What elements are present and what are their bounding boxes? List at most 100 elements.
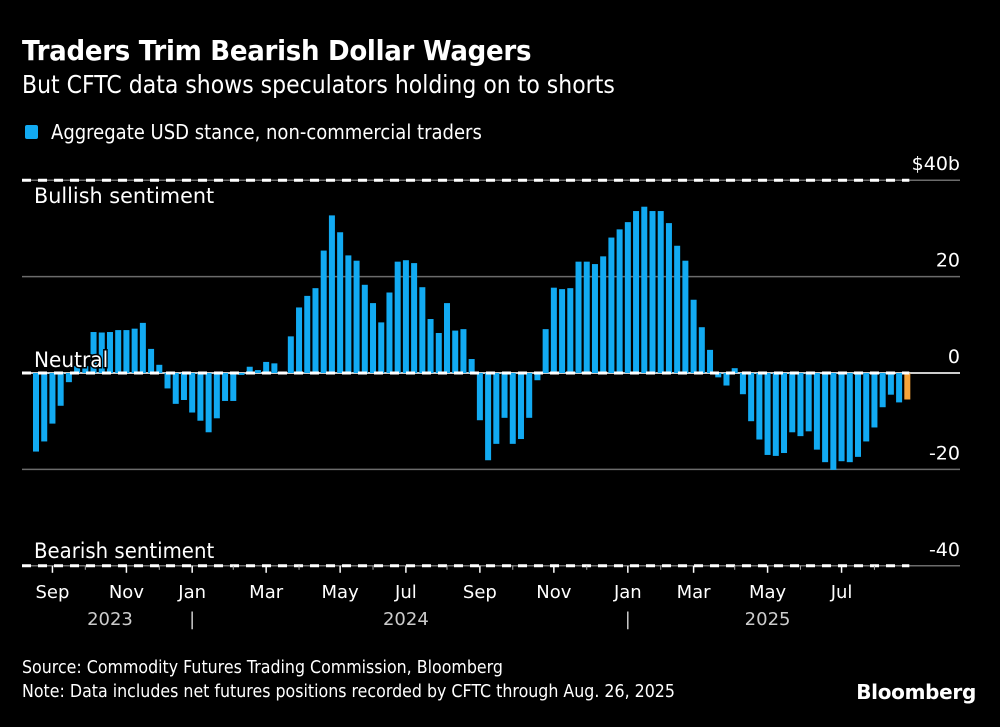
- bar: [41, 373, 48, 442]
- bar: [715, 373, 722, 378]
- bar: [213, 373, 220, 419]
- bar: [98, 332, 105, 373]
- bar: [57, 373, 64, 406]
- bar: [263, 361, 270, 373]
- bar: [863, 373, 870, 442]
- bar: [312, 288, 319, 373]
- year-label: 2024: [383, 609, 429, 630]
- bar: [106, 332, 113, 373]
- y-tick-label: 0: [948, 346, 960, 368]
- bar: [139, 322, 146, 373]
- bar: [641, 206, 648, 373]
- year-separator: |: [189, 609, 195, 630]
- bar: [501, 373, 508, 418]
- bar: [452, 330, 459, 373]
- bar: [460, 329, 467, 373]
- x-tick-label: Jul: [830, 582, 853, 603]
- x-tick-label: Jan: [177, 582, 206, 603]
- bar: [164, 373, 171, 389]
- bar: [90, 332, 97, 373]
- bar: [591, 264, 598, 373]
- bar: [33, 373, 39, 452]
- bar: [781, 373, 788, 454]
- bar: [197, 373, 204, 421]
- bar: [378, 322, 385, 373]
- bar: [838, 373, 845, 462]
- bar: [476, 373, 483, 421]
- bar-chart: Bullish sentiment Neutral Bearish sentimen…: [22, 153, 960, 630]
- x-tick-label: Mar: [677, 582, 712, 603]
- bar: [550, 287, 557, 373]
- bar: [682, 260, 689, 373]
- x-tick-label: Nov: [536, 582, 571, 603]
- bar: [435, 332, 442, 373]
- bar: [304, 295, 311, 373]
- bar: [485, 373, 492, 461]
- bar: [320, 250, 327, 373]
- bar: [764, 373, 771, 455]
- bar: [896, 373, 903, 403]
- bar: [148, 348, 155, 373]
- bar: [493, 373, 500, 444]
- bar: [123, 330, 130, 373]
- bar: [353, 260, 360, 373]
- bar: [772, 373, 779, 456]
- reference-label: Neutral: [34, 348, 108, 372]
- x-tick-label: May: [749, 582, 787, 603]
- x-tick-label: Jul: [394, 582, 417, 603]
- bar-latest: [904, 373, 911, 400]
- x-tick-label: Mar: [249, 582, 284, 603]
- chart-title: Traders Trim Bearish Dollar Wagers: [22, 34, 532, 67]
- bar: [731, 368, 738, 373]
- bar: [723, 373, 730, 386]
- y-tick-label: $40b: [912, 153, 960, 175]
- bar: [846, 373, 853, 463]
- bar: [559, 289, 566, 373]
- bar: [419, 287, 426, 373]
- bar: [534, 373, 541, 381]
- bar: [427, 319, 434, 373]
- source-note: Source: Commodity Futures Trading Commis…: [22, 657, 503, 678]
- bar: [246, 366, 253, 373]
- bar: [600, 256, 607, 373]
- bar: [797, 373, 804, 437]
- bar: [180, 373, 187, 400]
- bar: [230, 373, 237, 401]
- bar: [115, 330, 122, 373]
- bar: [526, 373, 533, 418]
- bar: [222, 373, 229, 401]
- bar: [616, 229, 623, 373]
- bar: [789, 373, 796, 433]
- bar: [633, 211, 640, 373]
- bar: [402, 260, 409, 373]
- bar: [172, 373, 179, 404]
- bar: [805, 373, 812, 432]
- bar: [657, 211, 664, 373]
- reference-label: Bullish sentiment: [34, 184, 214, 208]
- bar: [345, 255, 352, 373]
- bar: [542, 329, 549, 373]
- bar: [74, 366, 81, 373]
- bars-layer: [33, 206, 911, 470]
- chart-subtitle: But CFTC data shows speculators holding …: [22, 70, 615, 99]
- x-tick-label: Nov: [109, 582, 144, 603]
- bar: [238, 373, 245, 375]
- reference-lines-layer: Bullish sentiment Neutral Bearish sentimen…: [22, 178, 910, 568]
- bar: [296, 307, 303, 373]
- bar: [65, 373, 72, 383]
- bar: [674, 245, 681, 373]
- x-tick-label: Jan: [613, 582, 642, 603]
- x-tick-label: May: [322, 582, 360, 603]
- bar: [567, 288, 574, 373]
- bar: [855, 373, 861, 457]
- bar: [707, 349, 714, 373]
- y-tick-label: 20: [936, 250, 960, 272]
- bar: [205, 373, 212, 433]
- bar: [337, 232, 344, 373]
- bar: [871, 373, 878, 428]
- bar: [394, 261, 401, 373]
- bar: [624, 222, 631, 373]
- bar: [468, 359, 475, 373]
- legend-label: Aggregate USD stance, non-commercial tra…: [51, 120, 482, 144]
- year-label: 2023: [87, 609, 133, 630]
